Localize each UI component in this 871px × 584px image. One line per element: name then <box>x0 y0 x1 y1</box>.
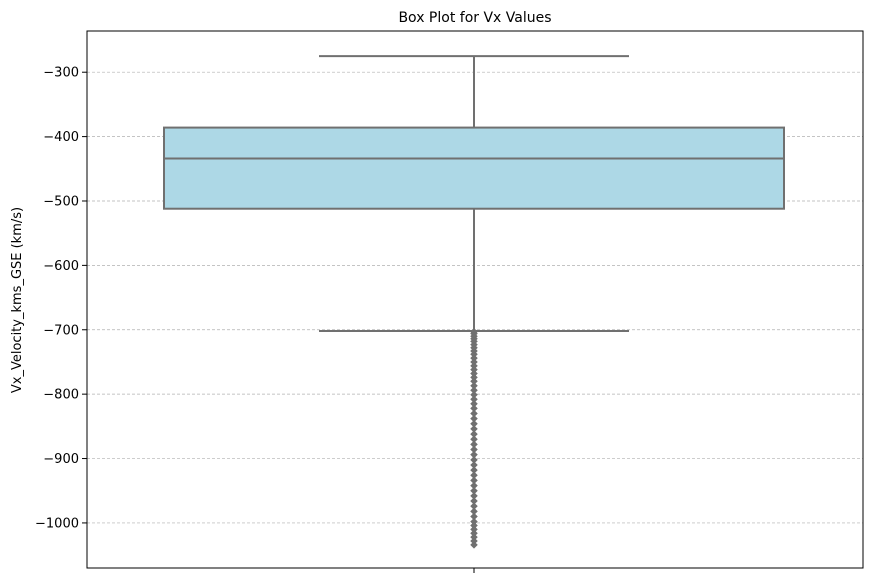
y-tick-label: −900 <box>43 452 79 467</box>
iqr-box <box>163 126 785 210</box>
y-tick-label: −400 <box>43 130 79 145</box>
chart-title: Box Plot for Vx Values <box>398 10 551 26</box>
y-tick-label: −1000 <box>35 516 79 531</box>
y-axis: −300 −400 −500 −600 −700 −800 −900 −1000 <box>35 66 87 531</box>
y-tick-label: −600 <box>43 259 79 274</box>
y-tick-label: −500 <box>43 194 79 209</box>
box-layer <box>163 55 785 333</box>
y-tick-label: −300 <box>43 66 79 81</box>
y-tick-label: −700 <box>43 323 79 338</box>
outlier-layer <box>470 327 478 549</box>
plot-frame <box>86 30 864 569</box>
outlier-point <box>470 541 478 549</box>
y-tick-label: −800 <box>43 388 79 403</box>
y-axis-label: Vx_Velocity_kms_GSE (km/s) <box>10 207 25 393</box>
